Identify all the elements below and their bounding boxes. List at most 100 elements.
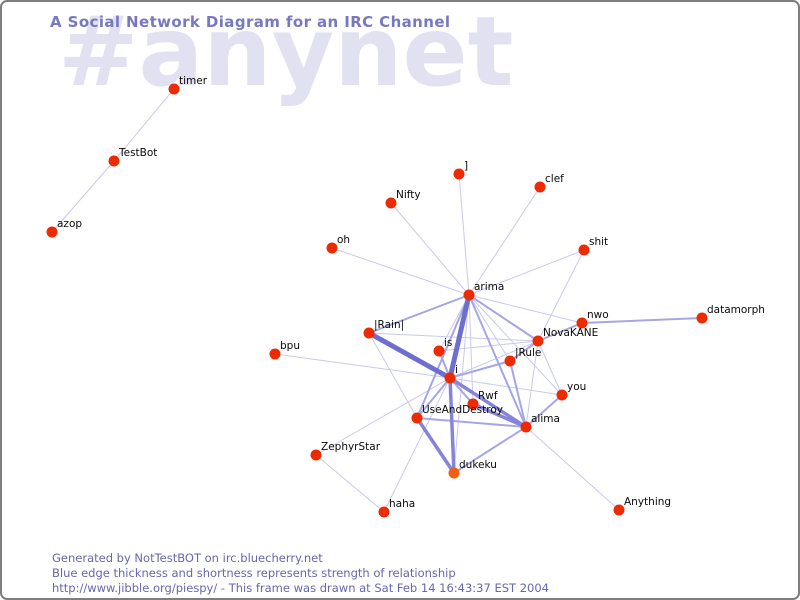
graph-edge — [525, 340, 539, 428]
graph-edge — [415, 417, 456, 474]
node-dot — [467, 398, 479, 410]
graph-edge — [458, 173, 470, 296]
node-dot — [613, 504, 625, 516]
footer-url-timestamp: http://www.jibble.org/piespy/ - This fra… — [52, 581, 549, 595]
graph-edge — [449, 376, 527, 429]
node-label: |Rain| — [374, 319, 404, 331]
node-dot — [463, 289, 475, 301]
graph-edge — [472, 402, 527, 429]
node-label: nwo — [587, 309, 609, 321]
graph-edge — [390, 202, 470, 296]
node-dot — [108, 155, 120, 167]
node-label: UseAndDestroy — [422, 404, 503, 416]
graph-node: haha — [378, 498, 415, 518]
node-dot — [504, 355, 516, 367]
node-label: i — [455, 364, 458, 376]
node-dot — [363, 327, 375, 339]
node-dot — [46, 226, 58, 238]
graph-node: oh — [326, 234, 350, 254]
graph-node: Rwf — [467, 390, 498, 410]
graph-edge — [383, 377, 451, 513]
graph-edge — [368, 332, 539, 342]
graph-edge — [537, 322, 583, 342]
graph-edge — [581, 317, 703, 324]
graph-edge — [368, 294, 470, 334]
graph-edge — [416, 417, 527, 428]
node-dot — [448, 467, 460, 479]
graph-edge — [113, 88, 175, 162]
graph-edge — [453, 426, 527, 474]
graph-node: UseAndDestroy — [411, 404, 503, 424]
node-dot — [453, 168, 465, 180]
graph-edge — [468, 186, 541, 296]
diagram-title: A Social Network Diagram for an IRC Chan… — [50, 13, 451, 31]
node-label: |Rule — [515, 347, 541, 359]
node-label: shit — [589, 236, 608, 248]
node-label: ZephyrStar — [321, 441, 381, 453]
node-label: datamorph — [707, 304, 765, 316]
graph-node: TestBot — [108, 147, 157, 167]
graph-node: ] — [453, 160, 468, 180]
node-dot — [411, 412, 423, 424]
graph-edge — [468, 294, 563, 396]
node-dot — [556, 389, 568, 401]
graph-edge — [51, 160, 115, 233]
node-dot — [696, 312, 708, 324]
graph-node: i — [444, 364, 458, 384]
node-dot — [385, 197, 397, 209]
graph-node: Nifty — [385, 189, 421, 209]
graph-node: ZephyrStar — [310, 441, 381, 461]
graph-edge — [468, 294, 583, 324]
graph-node: Anything — [613, 496, 671, 516]
node-label: arima — [474, 281, 504, 293]
node-label: is — [444, 337, 452, 349]
node-label: Nifty — [396, 189, 421, 201]
node-label: ] — [464, 160, 468, 172]
node-label: TestBot — [118, 147, 157, 159]
graph-node: shit — [578, 236, 608, 256]
channel-watermark: #anynet — [58, 0, 514, 108]
graph-edge — [468, 249, 585, 296]
graph-node: dukeku — [448, 459, 497, 479]
graph-edge — [468, 294, 474, 405]
graph-edge — [537, 249, 585, 342]
node-dot — [532, 335, 544, 347]
graph-node: timer — [168, 75, 208, 95]
nodes-layer: timer TestBot azop] clef Nifty oh shit arima nwo… — [46, 75, 765, 518]
graph-node: clef — [534, 173, 564, 193]
graph-edge — [468, 294, 511, 362]
node-dot — [326, 242, 338, 254]
edges-layer — [51, 88, 703, 513]
graph-node: nwo — [576, 309, 609, 329]
node-dot — [444, 372, 456, 384]
graph-edge — [367, 330, 452, 381]
graph-edge — [447, 294, 472, 379]
node-dot — [433, 345, 445, 357]
graph-edge — [525, 426, 620, 511]
graph-node: bpu — [269, 340, 300, 360]
node-label: dukeku — [459, 459, 497, 471]
graph-edge — [416, 377, 451, 419]
graph-node: arima — [463, 281, 504, 301]
graph-edge — [274, 353, 451, 379]
footer: Generated by NotTestBOT on irc.bluecherr… — [52, 551, 549, 596]
graph-edge — [468, 294, 539, 342]
node-label: Anything — [624, 496, 671, 508]
graph-edge — [449, 377, 563, 396]
graph-edge — [509, 360, 527, 428]
node-label: NovaKANE — [543, 327, 598, 339]
graph-node: you — [556, 381, 586, 401]
graph-node: NovaKANE — [532, 327, 598, 347]
graph-edge — [368, 332, 418, 419]
graph-edge — [525, 394, 563, 428]
graph-node: azop — [46, 218, 82, 238]
graph-edge — [537, 340, 563, 396]
node-label: Rwf — [478, 390, 498, 402]
node-dot — [168, 83, 180, 95]
graph-edge — [416, 294, 470, 419]
node-dot — [520, 421, 532, 433]
graph-node: |Rule — [504, 347, 541, 367]
graph-edge — [448, 377, 456, 474]
